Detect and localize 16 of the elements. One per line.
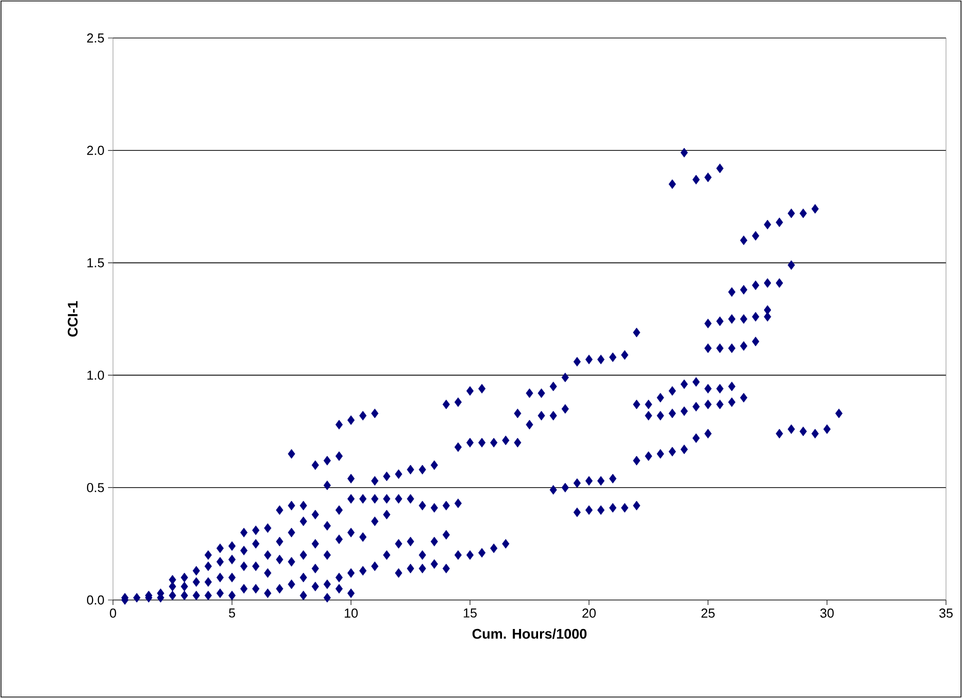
y-tick-label: 1.5 xyxy=(87,258,104,268)
x-tick-label: 0 xyxy=(110,608,116,618)
y-tick-label: 0.0 xyxy=(86,595,104,605)
y-axis-title: CCI-1 xyxy=(68,301,78,337)
x-tick-label: 15 xyxy=(464,608,477,618)
x-tick-label: 20 xyxy=(582,608,596,618)
x-tick-label: 25 xyxy=(701,608,715,618)
y-tick-label: 2.5 xyxy=(87,33,104,43)
x-tick-label: 35 xyxy=(939,608,953,618)
x-axis-title: Cum. Hours/1000 xyxy=(472,628,587,639)
x-tick-label: 5 xyxy=(228,608,236,618)
y-tick-label: 2.0 xyxy=(87,146,104,155)
x-tick-label: 10 xyxy=(344,608,358,618)
x-tick-label: 30 xyxy=(820,608,834,618)
y-tick-label: 1.0 xyxy=(87,370,104,380)
y-tick-label: 0.5 xyxy=(86,483,104,492)
